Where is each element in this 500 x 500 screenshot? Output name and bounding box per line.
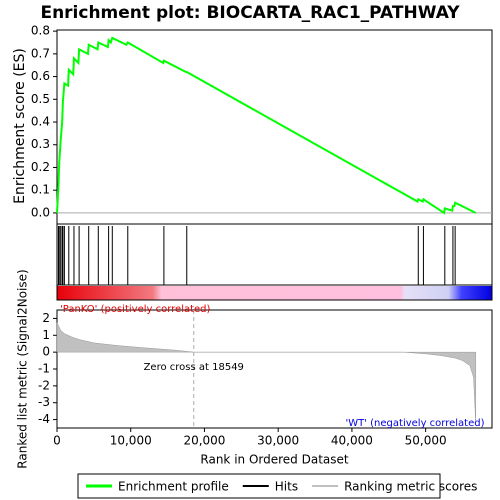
x-tick-label: 30,000: [257, 434, 299, 448]
y-tick-label: 0: [42, 345, 50, 359]
y-tick-label: 0.6: [31, 69, 50, 83]
y-tick-label: -2: [38, 378, 50, 392]
legend-label: Ranking metric scores: [344, 480, 477, 494]
y-tick-label: -4: [38, 412, 50, 426]
y-tick-label: 0.5: [31, 92, 50, 106]
legend-label: Enrichment profile: [118, 480, 229, 494]
y-tick-label: 0.8: [31, 24, 50, 38]
zero-cross-label: Zero cross at 18549: [144, 362, 244, 373]
y-axis-label: Enrichment score (ES): [12, 48, 28, 204]
x-tick-label: 20,000: [183, 434, 225, 448]
enrichment-line: [56, 36, 477, 215]
y-tick-label: 2: [42, 311, 50, 325]
pos-label: 'PanKO' (positively correlated): [60, 304, 211, 315]
x-tick-label: 50,000: [405, 434, 447, 448]
y-tick-label: 0.0: [31, 205, 50, 219]
y-tick-label: 0.1: [31, 183, 50, 197]
legend-label: Hits: [275, 480, 298, 494]
rank-color-bar: [57, 286, 492, 300]
y-tick-label: 0.2: [31, 160, 50, 174]
x-tick-label: 0: [53, 434, 61, 448]
y-tick-label: 0.4: [31, 115, 50, 129]
y-tick-label: 0.7: [31, 46, 50, 60]
neg-label: 'WT' (negatively correlated): [345, 418, 484, 429]
y-axis-label: Ranked list metric (Signal2Noise): [16, 269, 30, 468]
x-axis-label: Rank in Ordered Dataset: [200, 453, 348, 467]
y-tick-label: -1: [38, 362, 50, 376]
y-tick-label: 1: [42, 328, 50, 342]
chart-title: Enrichment plot: BIOCARTA_RAC1_PATHWAY: [40, 3, 460, 23]
x-tick-label: 40,000: [331, 434, 373, 448]
y-tick-label: -3: [38, 395, 50, 409]
x-tick-label: 10,000: [110, 434, 152, 448]
y-tick-label: 0.3: [31, 137, 50, 151]
top-frame: [56, 29, 493, 301]
